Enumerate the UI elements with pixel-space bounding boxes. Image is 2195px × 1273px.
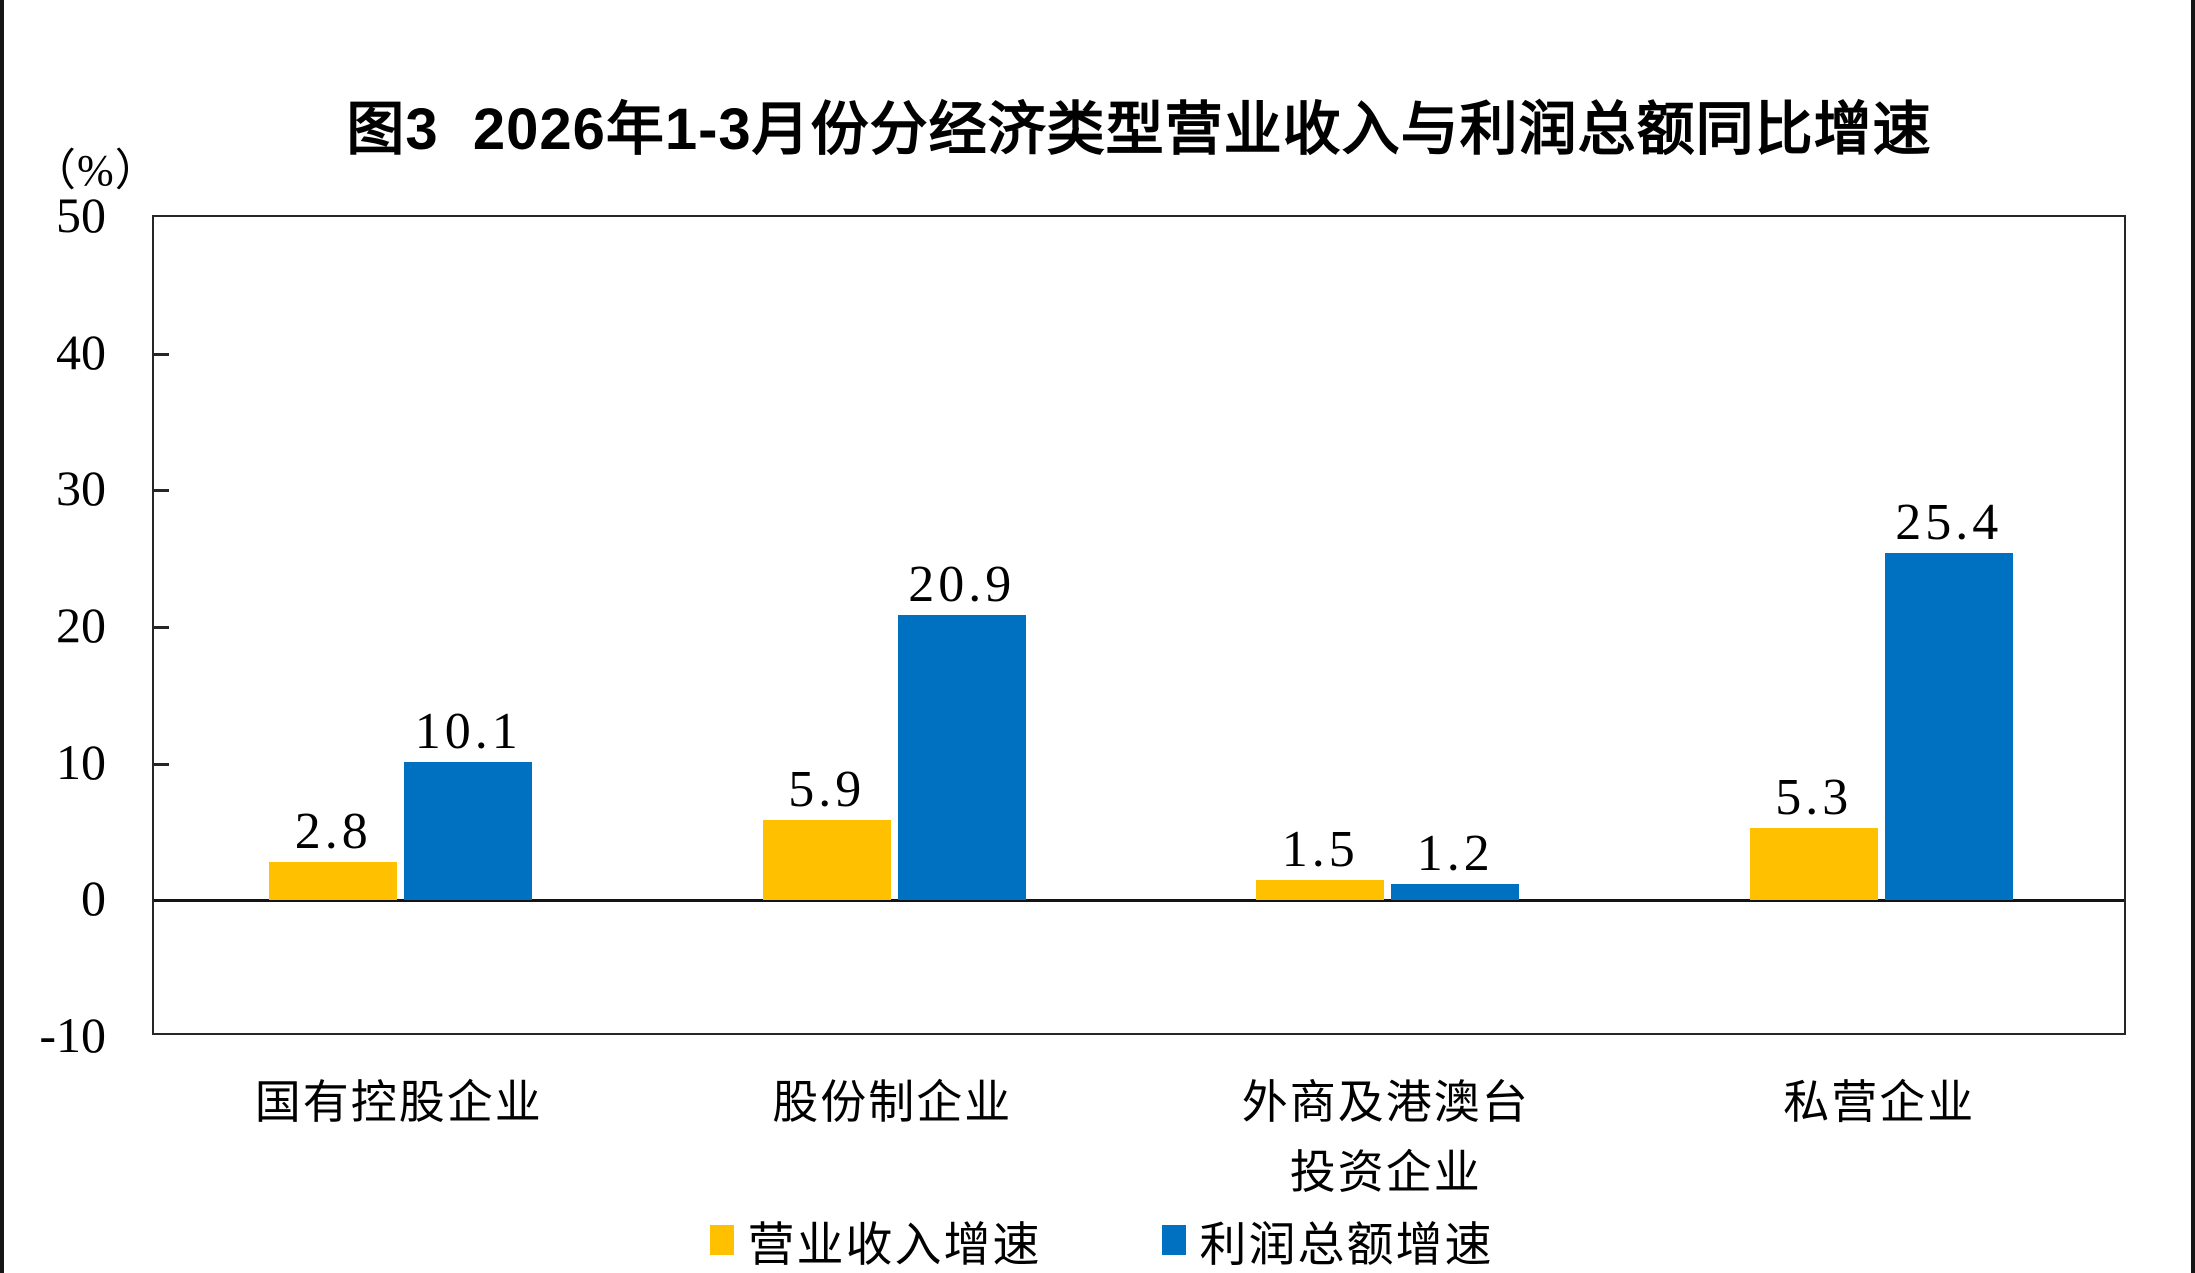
y-tick-label: 0	[81, 870, 106, 927]
category-label-line: 股份制企业	[772, 1077, 1013, 1128]
legend-swatch-icon	[709, 1225, 734, 1255]
category-label-2: 外商及港澳台 投资企业	[1126, 1068, 1646, 1208]
bar-series0-cat3	[1749, 827, 1878, 901]
y-tick-mark	[154, 489, 169, 493]
plot-area: 2.8 10.1 5.9 20.9 1.5 1.2 5.3 25.4	[152, 215, 2126, 1035]
bar-series0-cat0	[269, 862, 398, 901]
category-label-line: 投资企业	[1289, 1147, 1482, 1198]
category-label-1: 股份制企业	[632, 1068, 1152, 1138]
y-tick-label: 30	[56, 460, 106, 517]
bar-series0-cat1	[762, 819, 891, 901]
legend-item-0: 营业收入增速	[709, 1206, 1042, 1273]
legend-label: 利润总额增速	[1199, 1219, 1494, 1272]
bar-value-label: 2.8	[294, 803, 372, 861]
y-tick-label: 10	[56, 733, 106, 790]
category-label-line: 外商及港澳台	[1241, 1077, 1530, 1128]
y-tick-mark	[154, 352, 169, 356]
y-tick-label: -10	[39, 1007, 106, 1063]
y-axis-unit-label: （%）	[32, 146, 160, 195]
legend-item-1: 利润总额增速	[1161, 1206, 1494, 1273]
bar-series1-cat1	[897, 614, 1026, 901]
x-axis-labels: 国有控股企业 股份制企业 外商及港澳台 投资企业 私营企业	[4, 1068, 2191, 1218]
category-label-3: 私营企业	[1619, 1068, 2139, 1138]
y-tick-mark	[154, 762, 169, 766]
bar-value-label: 1.2	[1416, 824, 1494, 882]
y-tick-label: 40	[56, 323, 106, 380]
y-tick-mark	[154, 626, 169, 629]
category-label-line: 私营企业	[1783, 1077, 1976, 1128]
category-label-0: 国有控股企业	[139, 1068, 659, 1138]
bar-series0-cat2	[1256, 879, 1385, 901]
bar-value-label: 5.9	[788, 760, 866, 818]
legend: 营业收入增速 利润总额增速	[4, 1210, 2191, 1272]
bar-value-label: 5.3	[1775, 768, 1853, 826]
bar-value-label: 10.1	[414, 703, 522, 761]
bar-series1-cat2	[1391, 883, 1520, 901]
zero-axis-line	[154, 899, 2124, 903]
bar-value-label: 20.9	[908, 555, 1016, 613]
bar-series1-cat0	[404, 762, 533, 901]
chart-title: 图3 2026年1-3月份分经济类型营业收入与利润总额同比增速	[346, 97, 1932, 162]
category-label-line: 国有控股企业	[254, 1077, 543, 1128]
legend-swatch-icon	[1161, 1225, 1186, 1255]
bar-value-label: 25.4	[1895, 494, 2003, 552]
y-axis: 50 40 30 20 10 0 -10	[4, 0, 152, 1273]
legend-label: 营业收入增速	[747, 1219, 1042, 1272]
y-tick-label: 50	[56, 187, 106, 243]
bar-value-label: 1.5	[1281, 820, 1359, 878]
bar-series1-cat3	[1884, 553, 2013, 901]
y-tick-label: 20	[56, 597, 106, 653]
